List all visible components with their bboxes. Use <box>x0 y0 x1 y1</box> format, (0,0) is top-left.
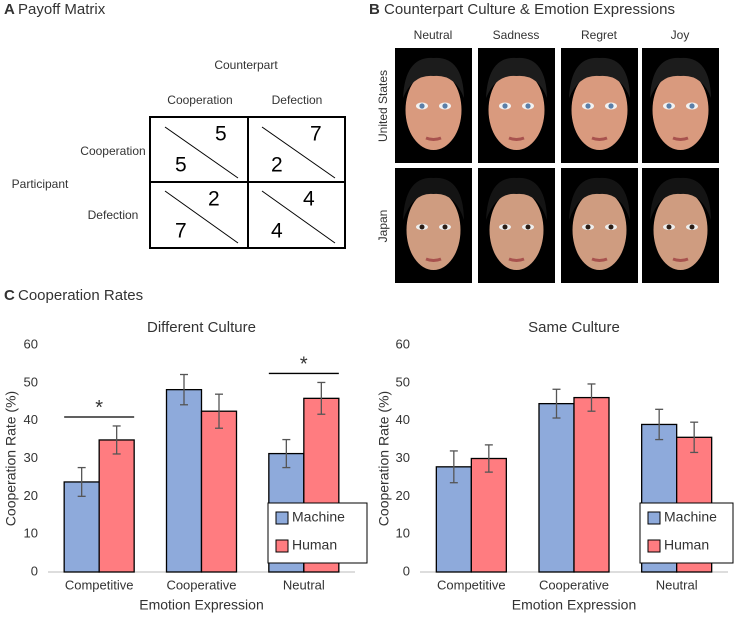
row-label: Cooperation <box>80 144 145 158</box>
legend-label: Human <box>664 537 709 553</box>
significance-marker: * <box>95 397 103 419</box>
column-label: Regret <box>581 28 618 42</box>
x-tick-label: Competitive <box>65 577 134 592</box>
x-axis-title: Emotion Expression <box>139 597 264 613</box>
bar <box>200 410 238 573</box>
panel-label: C <box>4 287 15 304</box>
y-axis-title: Cooperation Rate (%) <box>3 391 19 526</box>
legend-label: Human <box>292 537 337 553</box>
payoff-value: 5 <box>175 154 187 177</box>
panel-title: Payoff Matrix <box>18 1 106 18</box>
bar <box>165 388 203 573</box>
y-tick-label: 0 <box>403 563 410 578</box>
payoff-value: 5 <box>215 123 227 146</box>
y-tick-label: 10 <box>396 526 410 541</box>
column-label: Sadness <box>493 28 540 42</box>
payoff-value: 4 <box>303 188 315 211</box>
column-header: Counterpart <box>214 58 278 72</box>
panel-title: Cooperation Rates <box>18 287 143 304</box>
legend-box <box>267 502 368 564</box>
bar <box>573 396 610 573</box>
y-tick-label: 0 <box>31 563 38 578</box>
row-header: Participant <box>12 177 69 191</box>
panel-title: Counterpart Culture & Emotion Expression… <box>384 1 675 18</box>
payoff-value: 7 <box>310 123 322 146</box>
x-tick-label: Cooperative <box>539 577 609 592</box>
bar <box>538 402 575 573</box>
x-tick-label: Competitive <box>437 577 506 592</box>
row-label: United States <box>376 70 390 142</box>
payoff-value: 7 <box>175 220 187 243</box>
y-tick-label: 60 <box>24 336 38 351</box>
y-tick-label: 10 <box>24 526 38 541</box>
row-label: Defection <box>88 208 139 222</box>
significance-marker: * <box>300 354 308 376</box>
chart-title: Same Culture <box>528 319 620 336</box>
x-tick-label: Cooperative <box>166 577 236 592</box>
panel-label: B <box>369 1 380 18</box>
panel-label: A <box>4 1 15 18</box>
column-label: Neutral <box>414 28 453 42</box>
bar <box>470 457 507 573</box>
bar <box>98 439 135 573</box>
column-label: Joy <box>671 28 690 42</box>
x-tick-label: Neutral <box>656 577 698 592</box>
y-tick-label: 50 <box>24 374 38 389</box>
face-images <box>395 48 719 283</box>
y-tick-label: 40 <box>396 412 410 427</box>
legend-swatch <box>275 539 289 553</box>
y-tick-label: 20 <box>24 488 38 503</box>
x-tick-label: Neutral <box>283 577 325 592</box>
payoff-value: 2 <box>271 154 283 177</box>
payoff-grid <box>149 116 346 249</box>
chart-title: Different Culture <box>147 319 256 336</box>
y-tick-label: 60 <box>396 336 410 351</box>
legend-swatch <box>647 511 661 525</box>
y-tick-label: 20 <box>396 488 410 503</box>
legend-label: Machine <box>664 509 717 525</box>
y-tick-label: 50 <box>396 374 410 389</box>
column-label: Cooperation <box>167 93 232 107</box>
legend-swatch <box>647 539 661 553</box>
payoff-value: 2 <box>208 188 220 211</box>
column-label: Defection <box>272 93 323 107</box>
y-axis-title: Cooperation Rate (%) <box>376 391 392 526</box>
payoff-value: 4 <box>271 220 283 243</box>
legend-label: Machine <box>292 509 345 525</box>
y-tick-label: 30 <box>24 450 38 465</box>
y-tick-label: 40 <box>24 412 38 427</box>
row-label: Japan <box>376 210 390 243</box>
x-axis-title: Emotion Expression <box>512 597 637 613</box>
y-tick-label: 30 <box>396 450 410 465</box>
legend-swatch <box>275 511 289 525</box>
